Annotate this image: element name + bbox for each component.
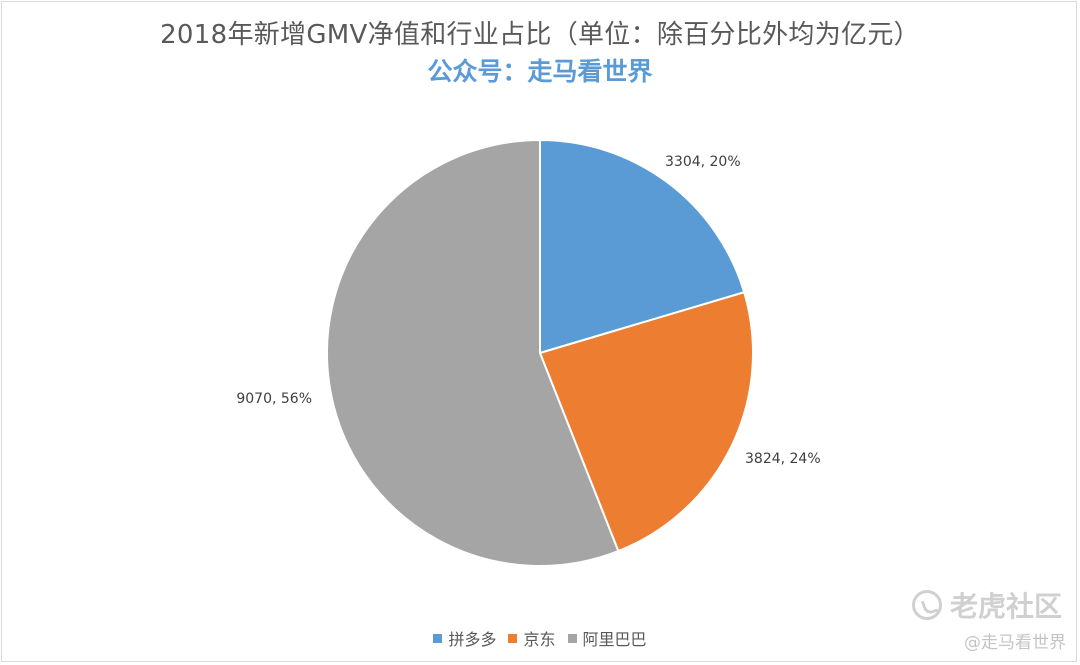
legend-label: 拼多多 [448, 630, 497, 649]
legend-label: 京东 [523, 630, 556, 649]
chart-title: 2018年新增GMV净值和行业占比（单位：除百分比外均为亿元） [160, 20, 920, 50]
data-label-alibaba: 9070, 56% [236, 391, 312, 407]
legend-swatch [508, 633, 518, 643]
legend-label: 阿里巴巴 [582, 630, 647, 649]
legend-item-alibaba: 阿里巴巴 [567, 626, 647, 650]
watermark-handle: @走马看世界 [964, 633, 1066, 653]
chart-legend: 拼多多 京东 阿里巴巴 [0, 626, 1080, 650]
legend-item-jd: 京东 [508, 626, 556, 650]
pie-slice-alibaba [326, 138, 620, 567]
legend-swatch [433, 633, 443, 643]
pie-slices [326, 138, 755, 567]
data-label-pinduoduo: 3304, 20% [665, 154, 741, 170]
watermark-brand: 老虎社区 [911, 585, 1062, 625]
pie-slice-pinduoduo [539, 138, 746, 355]
legend-swatch [567, 633, 577, 643]
pie-data-labels: 3304, 20% 3824, 24% 9070, 56% [236, 154, 820, 467]
tiger-community-logo-icon [911, 590, 942, 620]
watermark-brand-text: 老虎社区 [949, 590, 1062, 623]
data-label-jd: 3824, 24% [745, 451, 821, 467]
legend-item-pinduoduo: 拼多多 [433, 626, 496, 650]
chart-subtitle: 公众号：走马看世界 [427, 57, 653, 86]
